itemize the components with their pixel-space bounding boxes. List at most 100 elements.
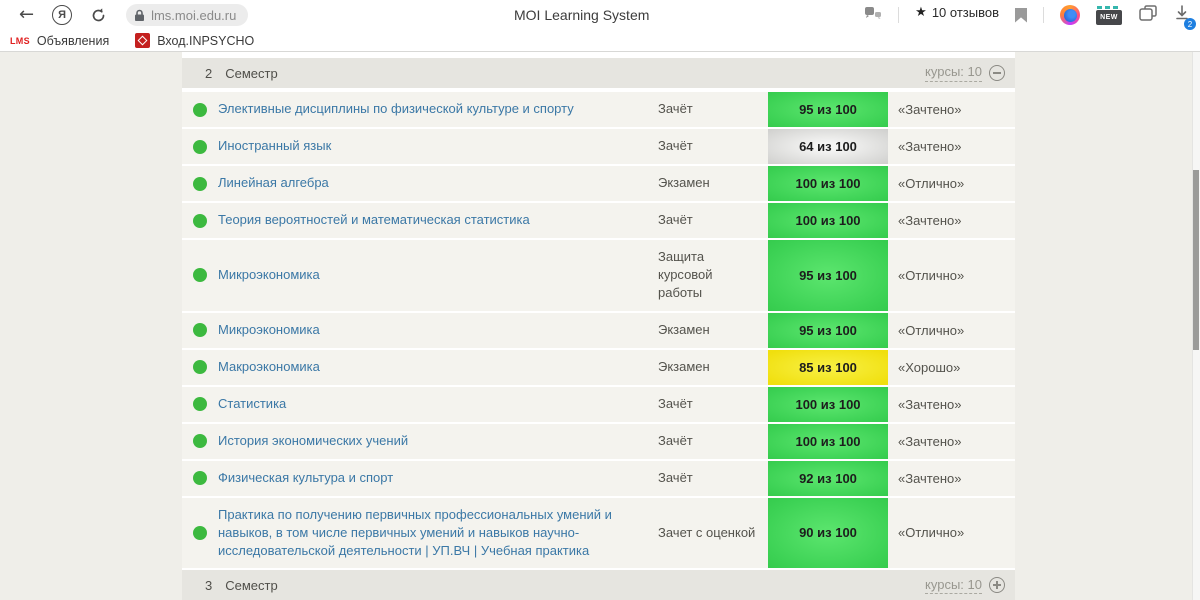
bookmarks-bar: LMS Объявления Вход.INPSYCHO [0,30,1200,52]
status-cell [182,129,218,164]
bookmark-label: Объявления [36,33,110,48]
status-dot-green-icon [193,397,207,412]
assessment-type: Защита курсовой работы [658,249,713,301]
course-name-cell: Линейная алгебра [218,166,658,201]
course-link[interactable]: Практика по получению первичных професси… [218,506,612,558]
status-cell [182,203,218,238]
protect-icon[interactable] [864,5,882,26]
status-dot-green-icon [193,360,207,375]
table-row: Иностранный язык Зачёт 64 из 100 «Зачтено» [182,129,1015,166]
score-badge: 100 из 100 [768,166,888,201]
grade-text: «Хорошо» [898,359,961,375]
score-badge: 100 из 100 [768,423,888,459]
assessment-type: Зачёт [658,432,693,448]
table-row: Элективные дисциплины по физической куль… [182,92,1015,129]
grades-table: 2 Семестр курсы: 10 Элективные дисциплин… [182,52,1015,600]
status-cell [182,387,218,422]
star-icon: ★ [915,5,927,20]
status-cell [182,166,218,201]
refresh-button[interactable] [90,7,107,24]
grade-text: «Зачтено» [898,470,962,486]
score-badge: 85 из 100 [768,349,888,385]
course-link[interactable]: Микроэкономика [218,267,320,283]
download-count-badge: 2 [1184,18,1196,30]
status-cell [182,424,218,459]
assessment-type: Экзамен [658,175,710,191]
table-row: Теория вероятностей и математическая ста… [182,203,1015,240]
status-dot-green-icon [193,213,207,228]
table-row: История экономических учений Зачёт 100 из … [182,423,1015,461]
score-badge: 95 из 100 [768,312,888,348]
course-link[interactable]: Физическая культура и спорт [218,469,394,485]
table-row: Микроэкономика Защита курсовой работы 95 и… [182,240,1015,313]
course-link[interactable]: Элективные дисциплины по физической куль… [218,101,574,117]
bookmark-icon[interactable] [1015,7,1027,23]
semester-number: 2 [205,65,213,81]
course-name-cell: Физическая культура и спорт [218,461,658,496]
semester-2-header: 2 Семестр курсы: 10 [182,58,1015,88]
lock-icon [135,9,145,21]
course-name-cell: Микроэкономика [218,313,658,348]
expand-section-icon[interactable] [989,577,1005,594]
bookmark-item-lms[interactable]: LMS Объявления [10,34,109,48]
table-row: Практика по получению первичных професси… [182,497,1015,571]
course-name-cell: Макроэкономика [218,350,658,385]
grade-text: «Зачтено» [898,102,962,117]
course-name-cell: Статистика [218,387,658,422]
course-link[interactable]: Макроэкономика [218,358,320,374]
grade-text: «Зачтено» [898,433,962,449]
score-badge: 64 из 100 [768,129,888,164]
page-title: MOI Learning System [514,7,650,23]
score-badge: 100 из 100 [768,203,888,238]
grade-text: «Зачтено» [898,396,962,412]
scrollbar-thumb[interactable] [1193,170,1199,350]
score-badge: 95 из 100 [768,240,888,311]
course-link[interactable]: Линейная алгебра [218,175,329,191]
course-link[interactable]: Иностранный язык [218,138,332,154]
browser-toolbar: ← Я lms.moi.edu.ru MOI Learning System [0,0,1200,30]
new-extension-icon[interactable]: NEW [1096,5,1122,25]
bookmark-item-inpsycho[interactable]: Вход.INPSYCHO [135,33,254,48]
assessment-type: Зачёт [658,101,693,117]
score-badge: 95 из 100 [768,92,888,127]
rating-negative-segment [986,22,999,25]
course-link[interactable]: Теория вероятностей и математическая ста… [218,212,530,228]
status-dot-green-icon [193,471,207,486]
table-row: Статистика Зачёт 100 из 100 «Зачтено» [182,386,1015,424]
assessment-type: Зачёт [658,469,693,485]
course-name-cell: Элективные дисциплины по физической куль… [218,92,658,127]
status-cell [182,240,218,311]
semester-title: Семестр [225,577,278,593]
scrollbar-track[interactable] [1192,52,1200,600]
assessment-type: Экзамен [658,358,710,374]
course-link[interactable]: Микроэкономика [218,321,320,337]
grade-text: «Отлично» [898,267,965,283]
status-dot-green-icon [193,139,207,154]
yandex-home-icon[interactable]: Я [52,5,73,25]
back-button[interactable]: ← [19,4,35,25]
extension-icon[interactable] [1060,5,1080,25]
page-content: 2 Семестр курсы: 10 Элективные дисциплин… [0,52,1200,600]
semester-number: 3 [205,577,213,593]
courses-count-link[interactable]: курсы: 10 [925,577,982,594]
refresh-icon [92,7,105,21]
separator [898,7,900,23]
assessment-type: Зачёт [658,138,693,154]
downloads-button[interactable]: 2 [1174,4,1196,30]
courses-count-link[interactable]: курсы: 10 [925,64,982,82]
collections-icon[interactable] [1138,4,1158,27]
grade-text: «Отлично» [898,525,965,541]
course-link[interactable]: История экономических учений [218,432,409,448]
assessment-type: Экзамен [658,321,710,337]
score-badge: 90 из 100 [768,497,888,569]
status-dot-green-icon [193,323,207,338]
course-link[interactable]: Статистика [218,395,287,411]
collapse-section-icon[interactable] [989,65,1005,81]
address-bar[interactable]: lms.moi.edu.ru [126,4,249,26]
status-dot-green-icon [193,525,207,540]
status-dot-green-icon [193,434,207,449]
site-reviews-button[interactable]: ★ 10 отзывов [915,5,999,25]
course-rows: Элективные дисциплины по физической куль… [182,92,1015,571]
grade-text: «Отлично» [898,176,965,191]
assessment-type: Зачёт [658,212,693,228]
